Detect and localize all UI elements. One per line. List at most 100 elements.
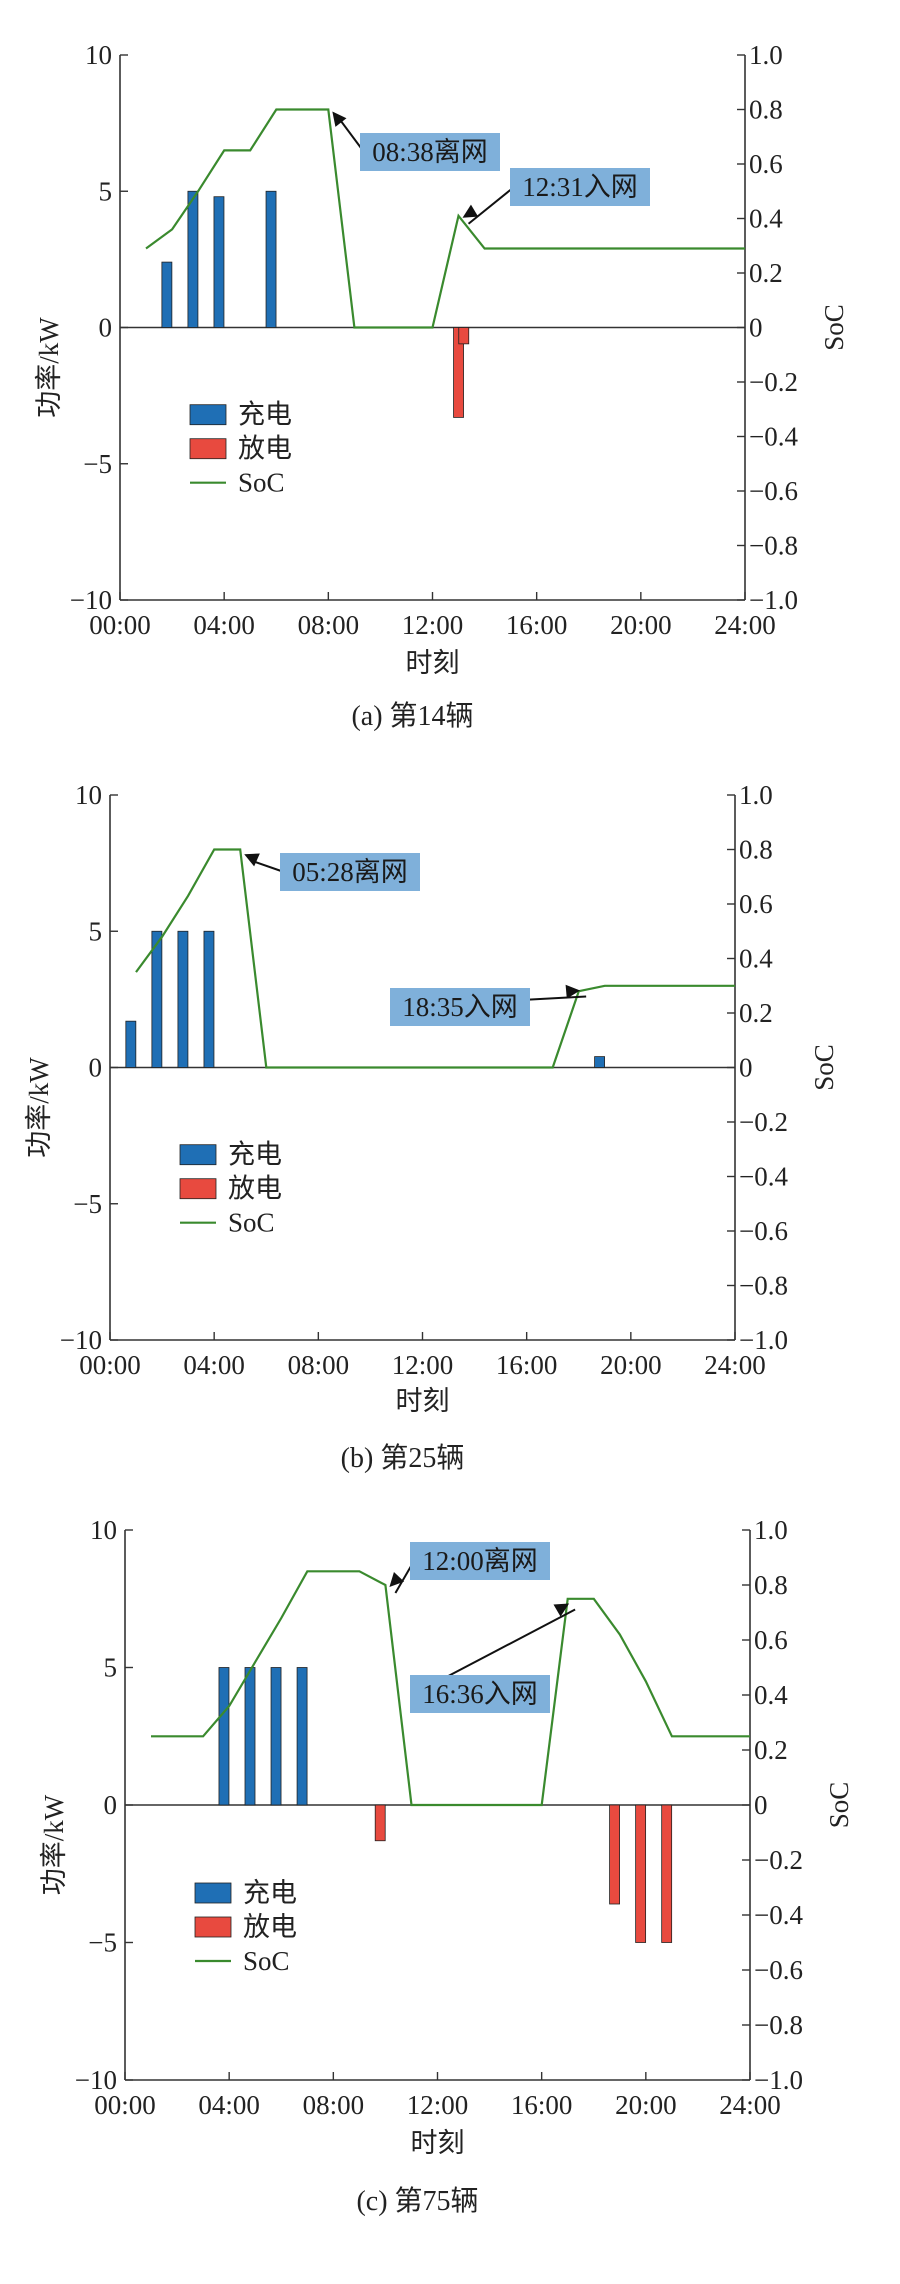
charge-bar	[125, 1020, 137, 1068]
annotation-arrow-head	[565, 984, 581, 999]
x-tick-label: 08:00	[298, 610, 360, 640]
legend-charge-swatch	[179, 1144, 217, 1166]
y-tick-label: −10	[60, 1325, 102, 1355]
x-tick-label: 20:00	[600, 1350, 662, 1380]
x-axis-label: 时刻	[396, 1386, 450, 1416]
charge-bar	[218, 1667, 230, 1806]
charge-bar	[161, 261, 173, 328]
x-tick-label: 20:00	[610, 610, 672, 640]
y-tick-label: 10	[85, 40, 112, 70]
charge-bar	[270, 1667, 282, 1806]
annotation-arrow-head	[462, 204, 479, 218]
y2-tick-label: 0.6	[749, 149, 783, 179]
chart-a: 10 5 0 −5 −10 1.0 0.8 0.6 0.4 0.2 0 −0.2 −0.4 −0.6 −0.…	[34, 40, 849, 732]
x-tick-label: 12:00	[402, 610, 464, 640]
annotation-label: 12:31入网	[522, 172, 638, 202]
annotation-arrow-head	[244, 853, 260, 867]
y2-tick-label: 1.0	[749, 40, 783, 70]
y-tick-label: 0	[99, 313, 113, 343]
y-tick-label: −5	[88, 1928, 117, 1958]
annotation-box	[510, 168, 650, 206]
charge-bar	[203, 930, 215, 1068]
y2-axis-label: SoC	[809, 1044, 839, 1091]
y-tick-label: 0	[89, 1053, 103, 1083]
annotation-arrow-shaft	[467, 186, 515, 225]
x-tick-label: 00:00	[79, 1350, 141, 1380]
y2-tick-label: −0.8	[739, 1271, 788, 1301]
legend-label: 充电	[243, 1878, 297, 1908]
x-axis-label: 时刻	[406, 648, 460, 678]
charge-bar	[213, 196, 225, 328]
y2-tick-label: −0.2	[739, 1107, 788, 1137]
y2-tick-label: −1.0	[754, 2065, 803, 2095]
y-tick-label: −10	[75, 2065, 117, 2095]
legend-label: SoC	[243, 1946, 290, 1976]
y-tick-label: 10	[90, 1515, 117, 1545]
legend-label: SoC	[238, 468, 285, 498]
chart-c: 10 5 0 −5 −10 1.0 0.8 0.6 0.4 0.2 0 −0.2 −0.4 −0.6 −0.…	[39, 1515, 854, 2217]
y2-tick-label: −0.2	[749, 367, 798, 397]
charge-bar	[265, 190, 277, 328]
chart-panel-c: 10 5 0 −5 −10 1.0 0.8 0.6 0.4 0.2 0 −0.2 −0.4 −0.6 −0.…	[0, 1505, 900, 2280]
y2-tick-label: 0.2	[754, 1735, 788, 1765]
x-tick-label: 12:00	[392, 1350, 454, 1380]
annotation-arrow-shaft	[337, 116, 365, 153]
legend-label: 放电	[243, 1912, 297, 1942]
charge-bar	[244, 1667, 256, 1806]
chart-panel-a: 10 5 0 −5 −10 1.0 0.8 0.6 0.4 0.2 0 −0.2 −0.4 −0.6 −0.…	[0, 0, 900, 760]
charge-bar	[177, 930, 189, 1068]
y2-tick-label: 1.0	[739, 780, 773, 810]
chart-b: 10 5 0 −5 −10 1.0 0.8 0.6 0.4 0.2 0 −0.2 −0.4 −0.6 −0.…	[24, 780, 839, 1474]
annotation-label: 12:00离网	[422, 1546, 538, 1576]
y2-tick-label: −0.4	[749, 422, 798, 452]
x-tick-label: 24:00	[719, 2090, 781, 2120]
charge-bar	[296, 1667, 308, 1806]
y2-tick-label: 0.4	[754, 1680, 788, 1710]
x-tick-label: 00:00	[94, 2090, 156, 2120]
soc-line	[151, 1570, 750, 1807]
y-axis-label: 功率/kW	[24, 1057, 54, 1158]
y-tick-label: −5	[73, 1189, 102, 1219]
annotation-box	[360, 133, 500, 171]
y2-tick-label: −0.6	[754, 1955, 803, 1985]
legend-label: 放电	[238, 434, 292, 464]
y2-tick-label: 0.4	[749, 204, 783, 234]
discharge-bar	[374, 1804, 386, 1842]
legend-discharge-swatch	[194, 1916, 232, 1938]
charge-bar	[187, 190, 199, 328]
y-tick-label: 5	[99, 176, 113, 206]
x-tick-label: 08:00	[303, 2090, 365, 2120]
x-axis-label: 时刻	[411, 2128, 465, 2158]
legend-discharge-swatch	[189, 438, 227, 460]
y2-axis-label: SoC	[819, 304, 849, 351]
annotation-arrow-head	[389, 1572, 405, 1587]
y-axis-label: 功率/kW	[34, 317, 64, 418]
x-tick-label: 24:00	[714, 610, 776, 640]
annotation-label: 18:35入网	[402, 992, 518, 1022]
y2-axis-label: SoC	[824, 1782, 854, 1829]
discharge-bar	[635, 1804, 647, 1943]
y2-tick-label: 0.2	[739, 998, 773, 1028]
discharge-bar	[458, 327, 470, 345]
charge-bar	[151, 930, 163, 1068]
discharge-bar	[609, 1804, 620, 1905]
y2-tick-label: −0.8	[749, 531, 798, 561]
y2-tick-label: −0.4	[754, 1900, 803, 1930]
y-tick-label: 5	[104, 1653, 118, 1683]
y2-tick-label: 0.6	[754, 1625, 788, 1655]
legend-label: 充电	[238, 400, 292, 430]
figure-caption: (b) 第25辆	[341, 1442, 465, 1474]
y2-tick-label: 0	[749, 313, 763, 343]
annotation-box	[410, 1675, 550, 1713]
legend-label: SoC	[228, 1208, 275, 1238]
y-tick-label: −5	[83, 449, 112, 479]
y-tick-label: 5	[89, 916, 103, 946]
legend-charge-swatch	[189, 404, 227, 426]
y-axis-label: 功率/kW	[39, 1794, 69, 1895]
y-tick-label: 10	[75, 780, 102, 810]
y-tick-label: −10	[70, 585, 112, 615]
y2-tick-label: −0.8	[754, 2010, 803, 2040]
annotation-label: 08:38离网	[372, 137, 488, 167]
y2-tick-label: 1.0	[754, 1515, 788, 1545]
y2-tick-label: 0.8	[754, 1570, 788, 1600]
